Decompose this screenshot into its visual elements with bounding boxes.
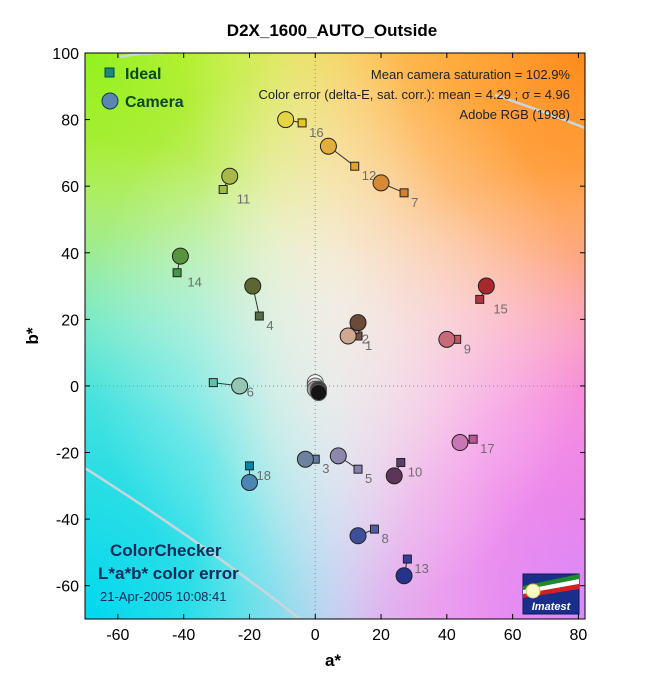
gamut-boundary [494, 93, 585, 130]
legend: Ideal Camera [101, 66, 184, 111]
patch-label: 2 [362, 331, 369, 346]
ideal-point [353, 464, 363, 474]
camera-series [171, 111, 495, 585]
patch-label: 14 [187, 275, 201, 290]
saturation-text: Mean camera saturation = 102.9% [371, 67, 571, 82]
patch-label: 4 [266, 318, 273, 333]
camera-point [372, 174, 390, 192]
y-tick-label: -60 [56, 579, 79, 596]
footer-title: ColorChecker [110, 541, 222, 560]
camera-point [244, 277, 262, 295]
camera-point [319, 137, 337, 155]
x-axis: -60 -40 -20 0 20 40 60 80 [106, 53, 587, 644]
patch-label: 16 [309, 125, 323, 140]
camera-point [221, 167, 239, 185]
x-tick-label: -60 [106, 627, 129, 644]
patch-label: 1 [365, 338, 372, 353]
ideal-point [218, 185, 228, 195]
x-tick-label: -40 [172, 627, 195, 644]
ideal-point [468, 434, 478, 444]
neutral-point [310, 384, 328, 402]
patch-label: 18 [256, 468, 270, 483]
y-tick-label: 100 [52, 46, 79, 63]
camera-point [477, 277, 495, 295]
camera-point [395, 567, 413, 585]
ideal-point [399, 188, 409, 198]
ideal-point [254, 311, 264, 321]
y-tick-label: -40 [56, 512, 79, 529]
patch-label: 13 [414, 561, 428, 576]
ideal-point [172, 268, 182, 278]
footer-date: 21-Apr-2005 10:08:41 [100, 589, 226, 604]
patch-label: 9 [464, 341, 471, 356]
patch-label: 12 [362, 168, 376, 183]
camera-point [339, 327, 357, 345]
camera-point [231, 377, 249, 395]
camera-point [349, 527, 367, 545]
x-tick-label: 0 [311, 627, 320, 644]
color-space-text: Adobe RGB (1998) [459, 107, 570, 122]
imatest-logo: Imatest [522, 573, 580, 615]
patch-label: 7 [411, 195, 418, 210]
patch-label: 6 [247, 385, 254, 400]
camera-point [277, 111, 295, 129]
gamut-boundary [85, 466, 301, 619]
y-axis: -60 -40 -20 0 20 40 60 80 100 [52, 46, 585, 596]
ideal-point [208, 378, 218, 388]
logo-sun-icon [525, 583, 541, 599]
camera-point [438, 330, 456, 348]
ideal-point [350, 161, 360, 171]
camera-point [329, 447, 347, 465]
ideal-point [369, 524, 379, 534]
legend-camera-marker [101, 92, 119, 110]
camera-point [240, 473, 258, 491]
y-tick-label: 40 [61, 246, 79, 263]
y-tick-label: 20 [61, 312, 79, 329]
x-axis-label: a* [325, 651, 341, 670]
ideal-point [297, 118, 307, 128]
camera-point [171, 247, 189, 265]
ideal-point [402, 554, 412, 564]
patch-label: 5 [365, 471, 372, 486]
patch-label: 17 [480, 441, 494, 456]
patch-label: 8 [381, 531, 388, 546]
patch-label: 3 [322, 461, 329, 476]
camera-point [296, 450, 314, 468]
chart-title: D2X_1600_AUTO_Outside [227, 21, 437, 40]
y-tick-label: -20 [56, 446, 79, 463]
patch-label: 15 [493, 301, 507, 316]
camera-point [451, 434, 469, 452]
y-axis-label: b* [23, 327, 42, 344]
x-tick-label: 60 [504, 627, 522, 644]
camera-point [349, 314, 367, 332]
y-tick-label: 0 [70, 379, 79, 396]
neutral-patches [306, 374, 328, 402]
y-tick-label: 60 [61, 179, 79, 196]
patch-label: 10 [408, 465, 422, 480]
legend-ideal-label: Ideal [125, 66, 161, 83]
ideal-point [396, 458, 406, 468]
x-tick-label: 40 [438, 627, 456, 644]
color-error-text: Color error (delta-E, sat. corr.): mean … [259, 87, 571, 102]
ideal-point [244, 461, 254, 471]
y-tick-label: 80 [61, 113, 79, 130]
legend-ideal-marker [104, 67, 115, 78]
footer-block: ColorChecker L*a*b* color error 21-Apr-2… [98, 541, 239, 604]
camera-point [385, 467, 403, 485]
zero-reference-lines [85, 53, 585, 619]
plot-area [85, 53, 585, 619]
legend-camera-label: Camera [125, 94, 184, 111]
ideal-series [172, 118, 485, 564]
info-box: Mean camera saturation = 102.9% Color er… [259, 67, 571, 122]
ideal-point [475, 294, 485, 304]
footer-subtitle: L*a*b* color error [98, 564, 239, 583]
patch-label: 11 [237, 192, 251, 207]
plot-frame [84, 52, 586, 620]
x-tick-label: 80 [570, 627, 588, 644]
x-tick-label: 20 [372, 627, 390, 644]
x-tick-label: -20 [238, 627, 261, 644]
logo-text: Imatest [532, 601, 572, 613]
